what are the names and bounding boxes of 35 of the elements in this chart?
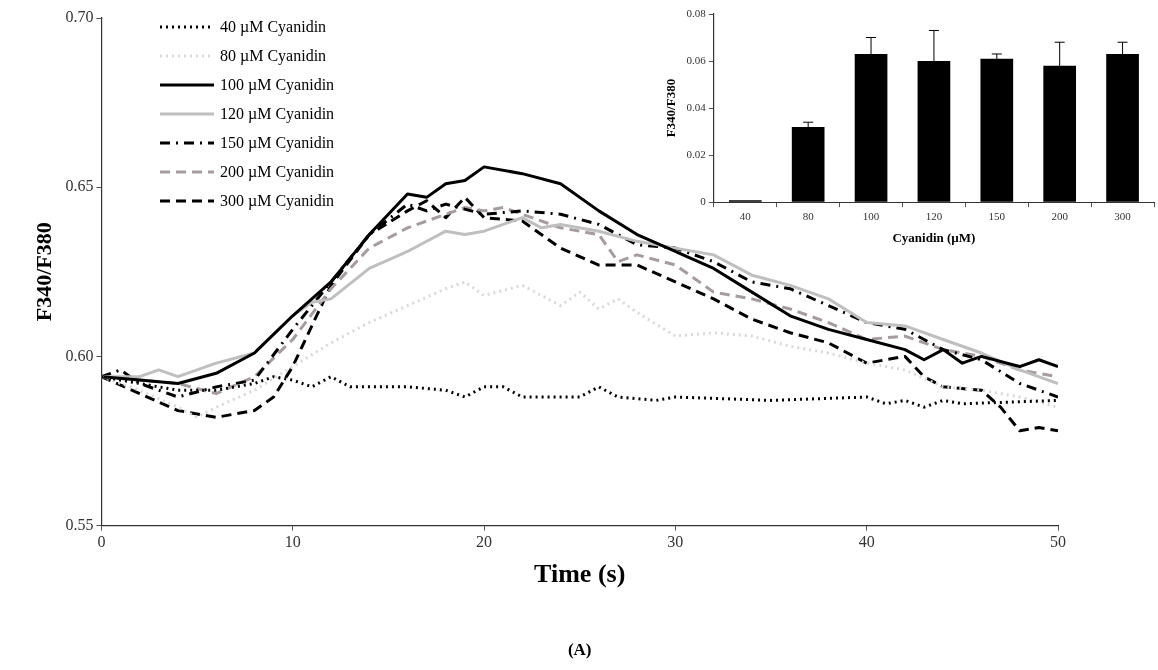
x-tick-label: 40 (858, 533, 875, 551)
y-tick-label: 0.04 (686, 100, 707, 113)
legend-label: 40 µM Cyanidin (220, 17, 327, 36)
legend-label: 80 µM Cyanidin (220, 46, 327, 65)
legend-label: 100 µM Cyanidin (220, 75, 335, 94)
legend-label: 300 µM Cyanidin (220, 191, 335, 210)
x-tick-label: 40 (739, 209, 752, 222)
x-tick-label: 200 (1051, 209, 1069, 222)
x-tick-label: 50 (1050, 533, 1066, 551)
legend-label: 200 µM Cyanidin (220, 162, 335, 181)
legend-label: 120 µM Cyanidin (220, 104, 335, 123)
x-tick-label: 80 (802, 209, 815, 222)
y-axis-title: F340/F380 (663, 78, 679, 138)
x-tick-label: 120 (925, 209, 943, 222)
y-axis-title: F340/F380 (30, 222, 56, 322)
x-tick-label: 20 (476, 533, 493, 551)
x-tick-label: 30 (667, 533, 684, 551)
x-axis-title: Cyanidin (µM) (892, 229, 976, 245)
x-axis-title: Time (s) (534, 559, 626, 589)
x-tick-label: 300 (1114, 209, 1132, 222)
y-tick-label: 0.02 (686, 148, 706, 161)
bar (791, 126, 825, 202)
text: (A) (567, 640, 592, 659)
x-tick-label: 100 (862, 209, 880, 222)
legend-label: 150 µM Cyanidin (220, 133, 335, 152)
y-tick-label: 0.65 (65, 177, 94, 195)
y-tick-label: 0.60 (65, 346, 94, 364)
y-tick-label: 0 (700, 195, 707, 208)
x-tick-label: 0 (97, 533, 106, 551)
y-tick-label: 0.08 (686, 6, 707, 19)
y-tick-label: 0.06 (686, 53, 707, 66)
x-tick-label: 150 (988, 209, 1006, 222)
y-tick-label: 0.55 (65, 515, 94, 533)
x-tick-label: 10 (284, 533, 301, 551)
y-tick-label: 0.70 (65, 8, 94, 26)
